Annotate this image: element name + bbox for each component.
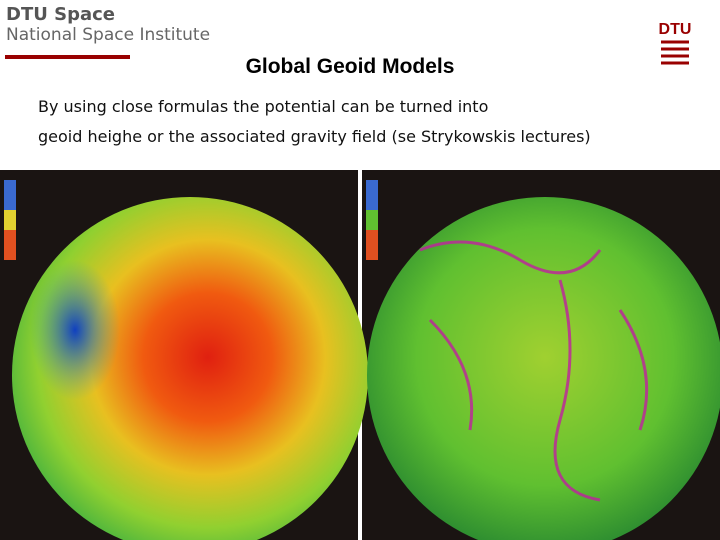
logo: DTU xyxy=(659,21,692,65)
globe-images xyxy=(0,170,720,540)
institute: National Space Institute xyxy=(6,25,211,45)
organization: DTU Space xyxy=(6,4,115,25)
header-rule xyxy=(5,55,130,59)
body-line: geoid heighe or the associated gravity f… xyxy=(38,127,591,146)
logo-text: DTU xyxy=(659,21,692,38)
body-line: By using close formulas the potential ca… xyxy=(38,97,489,116)
slide-title: Global Geoid Models xyxy=(245,55,455,78)
